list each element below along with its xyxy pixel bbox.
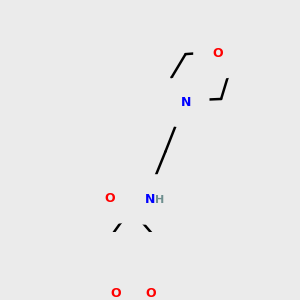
Text: O: O (146, 287, 156, 300)
Text: O: O (104, 192, 115, 205)
Text: N: N (180, 95, 191, 109)
Text: N: N (145, 193, 155, 206)
Text: O: O (212, 47, 223, 60)
Text: H: H (155, 196, 164, 206)
Text: O: O (110, 287, 121, 300)
Text: N: N (128, 266, 138, 279)
Text: S: S (128, 285, 137, 298)
